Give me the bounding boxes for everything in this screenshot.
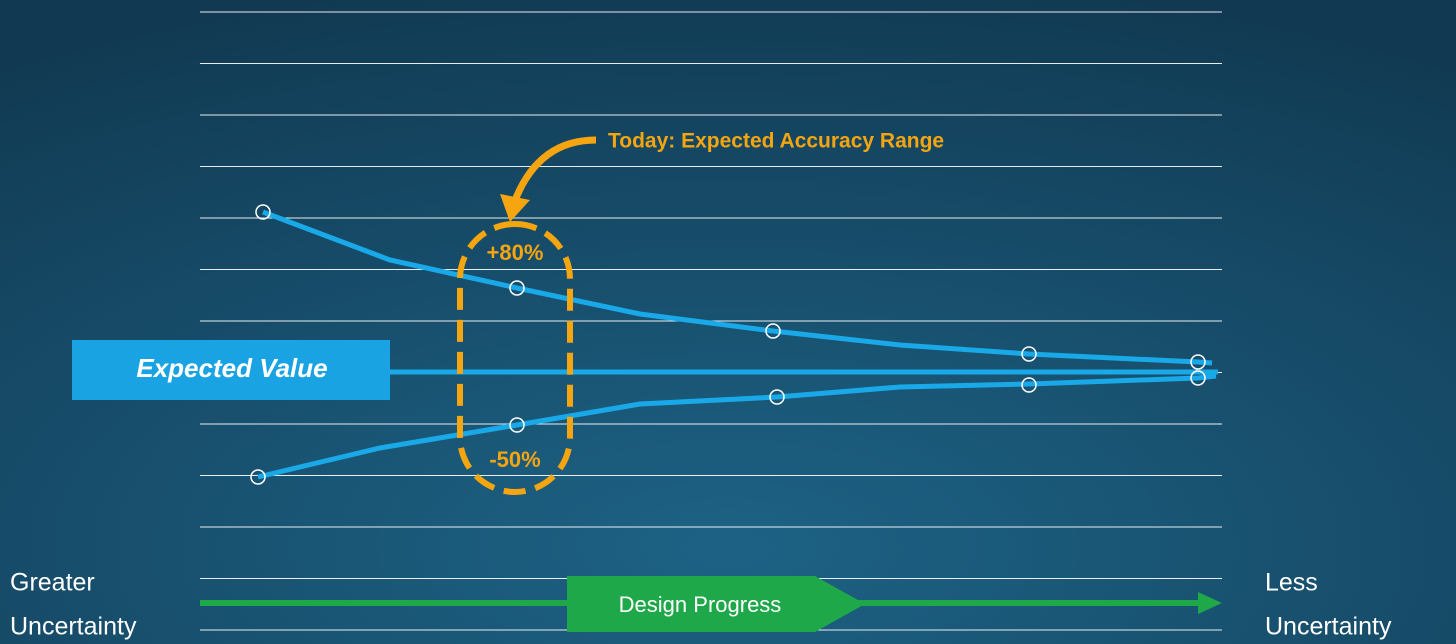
- point: [255, 204, 271, 220]
- lower-label: -50%: [489, 447, 540, 472]
- progress-arrowhead: [1198, 592, 1222, 614]
- left-label: Uncertainty: [10, 613, 137, 641]
- point: [765, 323, 781, 339]
- point: [769, 389, 785, 405]
- progress-label: Design Progress: [619, 592, 782, 617]
- progress-box: [567, 576, 865, 632]
- right-label: Less: [1265, 569, 1318, 597]
- range-outline: [457, 221, 573, 495]
- left-label: Greater: [10, 569, 95, 597]
- expected-value-box: [72, 340, 390, 400]
- expected-value-label: Expected Value: [136, 353, 327, 383]
- point: [509, 417, 525, 433]
- point: [1190, 370, 1206, 386]
- right-label: Uncertainty: [1265, 613, 1392, 641]
- point: [1021, 377, 1037, 393]
- callout-arrow: [512, 136, 597, 200]
- point: [1190, 354, 1206, 370]
- callout-text: Today: Expected Accuracy Range: [608, 130, 944, 153]
- upper-label: +80%: [487, 240, 544, 265]
- point: [1021, 346, 1037, 362]
- callout-arrowhead: [500, 194, 530, 222]
- upper-bound: [262, 209, 1213, 366]
- point: [509, 280, 525, 296]
- lower-bound: [257, 373, 1217, 480]
- points: [250, 204, 1206, 485]
- point: [250, 469, 266, 485]
